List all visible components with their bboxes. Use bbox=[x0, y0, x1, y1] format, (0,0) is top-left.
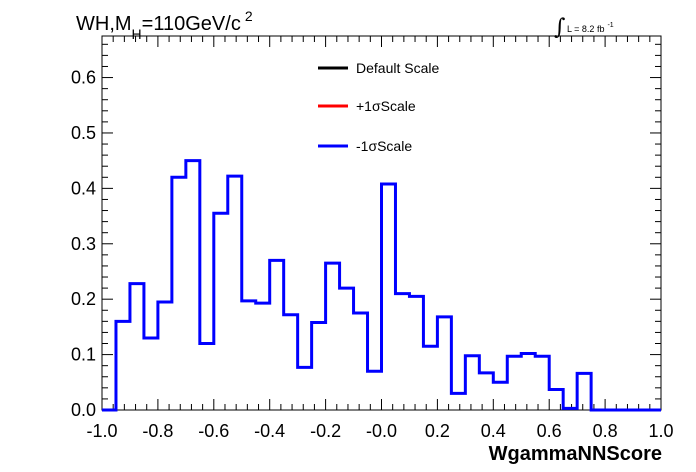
title-main: WH,M bbox=[76, 13, 132, 35]
chart-title: WH,MH=110GeV/c 2 bbox=[76, 8, 253, 42]
x-axis-label: WgammaNNScore bbox=[489, 443, 662, 465]
x-tick-label: 0.2 bbox=[425, 421, 450, 441]
x-tick-label: -0.0 bbox=[366, 421, 397, 441]
title-superscript: 2 bbox=[245, 8, 253, 24]
histogram-series-minus1sigma bbox=[102, 159, 661, 412]
lumi-superscript: -1 bbox=[607, 22, 613, 29]
x-tick-label: 0.4 bbox=[481, 421, 506, 441]
y-tick-label: 0.0 bbox=[71, 400, 96, 420]
axes: -1.0 -0.8 -0.6 -0.4 -0.2 -0.0 0.2 0.4 0.6 0.8 1.0 0… bbox=[71, 36, 674, 441]
x-tick-label: 0.6 bbox=[537, 421, 562, 441]
integral-sign: ∫ bbox=[554, 15, 566, 40]
title-rest: =110GeV/c bbox=[142, 13, 241, 35]
y-tick-label: 0.3 bbox=[71, 234, 96, 254]
x-tick-label: 1.0 bbox=[648, 421, 673, 441]
y-tick-label: 0.5 bbox=[71, 123, 96, 143]
legend: Default Scale +1σScale -1σScale bbox=[318, 60, 439, 154]
y-tick-label: 0.4 bbox=[71, 178, 96, 198]
x-tick-label: -0.4 bbox=[254, 421, 285, 441]
x-tick-label: -0.8 bbox=[142, 421, 173, 441]
y-tick-label: 0.1 bbox=[71, 345, 96, 365]
lumi-text: L = 8.2 fb bbox=[567, 24, 604, 34]
x-tick-label: 0.8 bbox=[593, 421, 618, 441]
legend-label-plus1sigma: +1σScale bbox=[356, 98, 416, 114]
y-tick-label: 0.2 bbox=[71, 289, 96, 309]
y-tick-label: 0.6 bbox=[71, 68, 96, 88]
x-tick-label: -0.2 bbox=[310, 421, 341, 441]
x-tick-label: -1.0 bbox=[86, 421, 117, 441]
x-tick-label: -0.6 bbox=[198, 421, 229, 441]
title-subscript: H bbox=[132, 26, 142, 42]
legend-label-default: Default Scale bbox=[356, 60, 439, 76]
lumi-label: L = 8.2 fb -1 bbox=[567, 22, 614, 34]
legend-label-minus1sigma: -1σScale bbox=[356, 138, 412, 154]
series-layer bbox=[102, 159, 661, 412]
